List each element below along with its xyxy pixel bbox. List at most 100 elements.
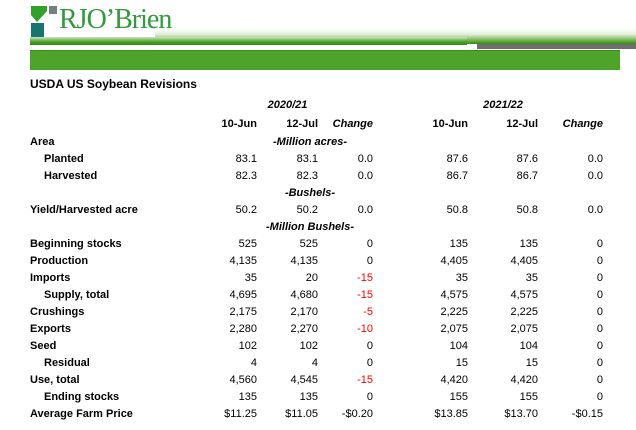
row-label: Average Farm Price: [30, 408, 133, 420]
row-label: Production: [30, 255, 89, 267]
value-cell: 0.0: [357, 204, 373, 216]
value-cell: [538, 219, 603, 236]
table-row: Seed 102 102 0 104 104 0: [30, 338, 606, 355]
table-row: Yield/Harvested acre 50.2 50.2 0.0 50.8 50.8 0…: [30, 202, 606, 219]
table-row: Exports 2,280 2,270 -10 2,075 2,075 0: [30, 321, 606, 338]
value-cell: 4: [311, 357, 318, 369]
value-cell: 0.0: [357, 170, 373, 182]
value-cell: 4,575: [440, 289, 468, 301]
value-cell: [468, 219, 538, 236]
table-row: Production 4,135 4,135 0 4,405 4,405 0: [30, 253, 606, 270]
value-cell: 2,225: [510, 306, 538, 318]
value-cell: 0.0: [587, 153, 603, 165]
value-cell: $11.05: [285, 408, 318, 420]
value-cell: 0: [596, 272, 603, 284]
value-cell: 0: [596, 306, 603, 318]
value-cell: -10: [357, 323, 373, 335]
value-cell: 50.2: [296, 204, 318, 216]
table-row: Planted 83.1 83.1 0.0 87.6 87.6 0.0: [30, 151, 606, 168]
value-cell: [468, 185, 538, 202]
row-label: Supply, total: [44, 289, 110, 301]
report-content: USDA US Soybean Revisions 2020/21 2021/2…: [30, 77, 606, 423]
value-cell: 4,420: [440, 374, 468, 386]
value-cell: -$0.20: [341, 408, 373, 420]
column-header: Change: [562, 118, 603, 130]
value-cell: 0: [596, 255, 603, 267]
row-label: Imports: [30, 272, 71, 284]
value-cell: 2,075: [440, 323, 468, 335]
value-cell: -15: [357, 272, 373, 284]
logo-underline-bar: [30, 37, 467, 45]
value-cell: 0: [366, 255, 373, 267]
value-cell: -$0.15: [571, 408, 603, 420]
row-label: Crushings: [30, 306, 85, 318]
value-cell: 104: [519, 340, 538, 352]
unit-label: -Million Bushels-: [266, 221, 354, 233]
column-header: 10-Jun: [221, 118, 257, 130]
row-label: Ending stocks: [44, 391, 120, 403]
value-cell: 15: [525, 357, 538, 369]
value-cell: 135: [238, 391, 257, 403]
value-cell: 0: [366, 357, 373, 369]
value-cell: -15: [357, 289, 373, 301]
value-cell: 50.2: [235, 204, 257, 216]
row-label: Planted: [44, 153, 84, 165]
value-cell: 2,225: [440, 306, 468, 318]
value-cell: 35: [244, 272, 257, 284]
value-cell: 104: [449, 340, 468, 352]
value-cell: 525: [299, 238, 318, 250]
value-cell: 35: [455, 272, 468, 284]
value-cell: 20: [305, 272, 318, 284]
value-cell: 155: [519, 391, 538, 403]
value-cell: 155: [449, 391, 468, 403]
column-header: 10-Jun: [432, 118, 468, 130]
value-cell: 0: [596, 289, 603, 301]
value-cell: 4,405: [440, 255, 468, 267]
row-label: Residual: [44, 357, 90, 369]
value-cell: [538, 185, 603, 202]
value-cell: 0: [596, 391, 603, 403]
value-cell: 86.7: [516, 170, 538, 182]
value-cell: 4,135: [290, 255, 318, 267]
value-cell: [538, 134, 603, 151]
value-cell: $13.85: [434, 408, 468, 420]
row-label: Yield/Harvested acre: [30, 204, 138, 216]
table-row: -Bushels-: [30, 185, 606, 202]
value-cell: 86.7: [446, 170, 468, 182]
value-cell: 2,270: [290, 323, 318, 335]
value-cell: 87.6: [516, 153, 538, 165]
value-cell: 102: [238, 340, 257, 352]
table-column-header-row: 10-Jun 12-Jul Change 10-Jun 12-Jul Chang…: [30, 115, 606, 134]
value-cell: 0.0: [587, 204, 603, 216]
row-label: Seed: [30, 340, 57, 352]
column-header: Change: [332, 118, 373, 130]
table-row: Area -Million acres-: [30, 134, 606, 151]
value-cell: 0: [366, 340, 373, 352]
banner-gray-stripe: [477, 44, 636, 49]
value-cell: 102: [299, 340, 318, 352]
row-label: Use, total: [30, 374, 80, 386]
value-cell: 4,545: [290, 374, 318, 386]
value-cell: 135: [519, 238, 538, 250]
value-cell: $11.25: [224, 408, 257, 420]
value-cell: 0: [596, 323, 603, 335]
table-row: -Million Bushels-: [30, 219, 606, 236]
value-cell: 525: [238, 238, 257, 250]
table-row: Harvested 82.3 82.3 0.0 86.7 86.7 0.0: [30, 168, 606, 185]
value-cell: 4,680: [290, 289, 318, 301]
table-row: Imports 35 20 -15 35 35 0: [30, 270, 606, 287]
value-cell: 15: [455, 357, 468, 369]
rjobrien-logo-icon: [30, 5, 57, 43]
column-header: 12-Jul: [506, 118, 538, 130]
group-header-2020-21: 2020/21: [267, 99, 308, 111]
value-cell: 0.0: [587, 170, 603, 182]
table-row: Beginning stocks 525 525 0 135 135 0: [30, 236, 606, 253]
value-cell: 2,075: [510, 323, 538, 335]
table-group-header-row: 2020/21 2021/22: [30, 95, 606, 115]
value-cell: $13.70: [504, 408, 538, 420]
group-header-2021-22: 2021/22: [483, 99, 523, 111]
value-cell: -5: [363, 306, 373, 318]
value-cell: 50.8: [516, 204, 538, 216]
value-cell: [468, 134, 538, 151]
page-title: USDA US Soybean Revisions: [30, 77, 197, 91]
